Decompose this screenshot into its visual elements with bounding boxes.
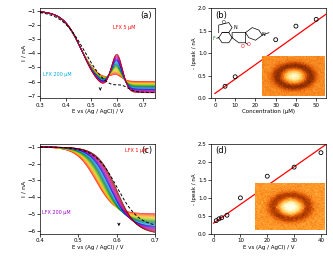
- X-axis label: Concentration (μM): Concentration (μM): [242, 109, 295, 114]
- Point: [238, 196, 243, 200]
- Point: [216, 217, 221, 221]
- Point: [314, 17, 319, 22]
- Point: [219, 216, 224, 220]
- Point: [232, 75, 238, 79]
- X-axis label: E vs (Ag / AgCl) / V: E vs (Ag / AgCl) / V: [72, 245, 124, 250]
- Text: (b): (b): [215, 11, 227, 20]
- Point: [265, 174, 270, 178]
- Text: LFX 200 μM: LFX 200 μM: [42, 210, 71, 215]
- Text: (d): (d): [215, 146, 227, 155]
- Y-axis label: I / nA: I / nA: [21, 181, 26, 197]
- Text: LFX 200 μM: LFX 200 μM: [43, 72, 71, 77]
- Y-axis label: I / nA: I / nA: [21, 45, 26, 61]
- Point: [224, 213, 230, 217]
- Point: [213, 218, 219, 223]
- Y-axis label: - Ipeak / nA: - Ipeak / nA: [191, 37, 196, 69]
- Point: [273, 38, 278, 42]
- X-axis label: E vs (Ag / AgCl) / V: E vs (Ag / AgCl) / V: [72, 109, 124, 114]
- Point: [291, 165, 297, 169]
- Point: [222, 84, 228, 89]
- Text: LFX 1 μM: LFX 1 μM: [125, 148, 147, 153]
- Text: (a): (a): [140, 11, 152, 20]
- X-axis label: E vs (Ag / AgCl) / V: E vs (Ag / AgCl) / V: [243, 245, 294, 250]
- Point: [293, 24, 299, 28]
- Text: (c): (c): [141, 146, 152, 155]
- Y-axis label: - Ipeak / nA: - Ipeak / nA: [191, 173, 196, 205]
- Text: LFX 5 μM: LFX 5 μM: [113, 25, 136, 30]
- Point: [318, 151, 324, 155]
